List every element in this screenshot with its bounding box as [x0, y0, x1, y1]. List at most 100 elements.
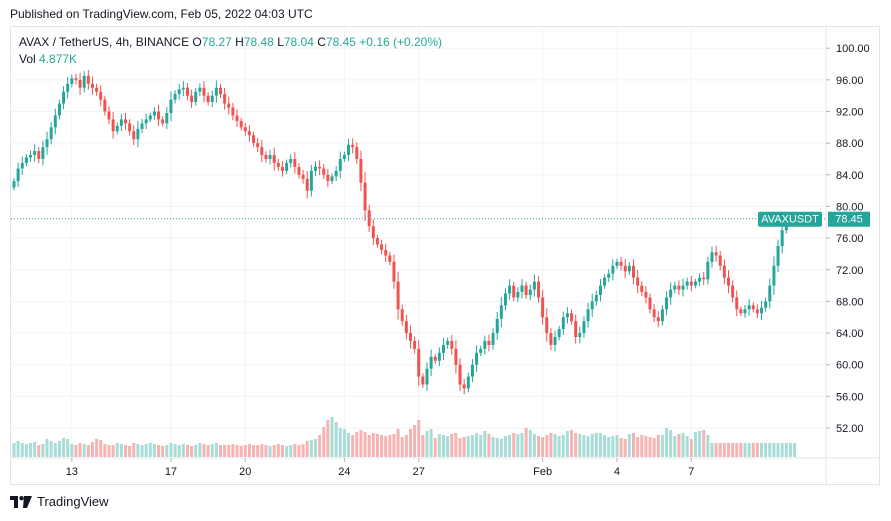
- candle-body: [652, 309, 656, 318]
- x-tick-label: 17: [165, 466, 177, 478]
- volume-bar: [16, 441, 20, 457]
- volume-bar: [148, 443, 152, 457]
- volume-bar: [351, 435, 355, 457]
- candle-body: [437, 352, 441, 361]
- volume-bar: [693, 432, 697, 457]
- volume-bar: [185, 445, 189, 457]
- volume-bar: [446, 436, 450, 457]
- volume-bar: [689, 439, 693, 457]
- candle-body: [124, 119, 128, 124]
- volume-bar: [726, 443, 730, 457]
- volume-bar: [524, 428, 528, 457]
- candle-body: [755, 309, 759, 314]
- legend-h-label: H: [235, 35, 244, 49]
- candle-body: [475, 352, 479, 365]
- volume-bar: [698, 431, 702, 457]
- candle-body: [276, 162, 280, 167]
- candle-body: [636, 277, 640, 286]
- volume-bar: [103, 444, 107, 457]
- y-tick-label: 56.00: [836, 391, 864, 403]
- volume-bar: [669, 430, 673, 457]
- volume-bar: [553, 434, 557, 457]
- volume-bar: [640, 435, 644, 457]
- candle-body: [210, 95, 214, 103]
- volume-bar: [586, 436, 590, 457]
- candle-body: [380, 244, 384, 250]
- candle-body: [557, 329, 561, 338]
- candle-body: [322, 168, 326, 175]
- volume-bar: [260, 444, 264, 457]
- candle-body: [396, 281, 400, 310]
- candle-body: [363, 182, 367, 211]
- y-tick-label: 92.00: [836, 107, 864, 119]
- candle-body: [338, 158, 342, 171]
- candle-body: [37, 151, 41, 159]
- candle-body: [479, 348, 483, 353]
- candle-body: [119, 119, 123, 126]
- volume-bar: [636, 437, 640, 457]
- candle-body: [173, 94, 177, 100]
- candle-body: [280, 166, 284, 171]
- volume-bar: [33, 442, 37, 457]
- volume-bar: [532, 434, 536, 457]
- candle-body: [726, 277, 730, 286]
- candle-body: [611, 265, 615, 274]
- volume-bar: [239, 446, 243, 457]
- candle-body: [256, 143, 260, 148]
- candle-body: [297, 166, 301, 175]
- candle-body: [718, 255, 722, 266]
- candle-body: [53, 115, 57, 128]
- volume-bar: [557, 436, 561, 457]
- legend: AVAX / TetherUS, 4h, BINANCE O78.27 H78.…: [19, 34, 442, 68]
- candle-body: [499, 305, 503, 319]
- candle-body: [12, 181, 16, 188]
- candle-body: [731, 285, 735, 298]
- candle-body: [388, 255, 392, 262]
- volume-bar: [227, 445, 231, 457]
- volume-bar: [157, 445, 161, 457]
- volume-bar: [128, 446, 132, 457]
- volume-bar: [714, 443, 718, 457]
- volume-bars: [12, 417, 797, 457]
- volume-bar: [627, 434, 631, 457]
- volume-bar: [74, 445, 78, 457]
- price-axis: 100.00 96.00 92.00 88.00 84.00 80.00 76.00 72.0…: [826, 43, 870, 435]
- volume-bar: [190, 446, 194, 457]
- volume-bar: [107, 445, 111, 457]
- candle-body: [157, 111, 161, 120]
- legend-o-label: O: [192, 35, 202, 49]
- candle-body: [648, 297, 652, 310]
- volume-bar: [656, 435, 660, 457]
- candle-body: [318, 166, 322, 169]
- candle-body: [677, 285, 681, 290]
- candle-body: [458, 364, 462, 385]
- volume-bar: [95, 439, 99, 457]
- volume-bar: [78, 443, 82, 457]
- volume-bar: [413, 425, 417, 457]
- price-tag-symbol-box: [758, 211, 822, 227]
- volume-bar: [152, 444, 156, 457]
- candle-body: [512, 285, 516, 298]
- volume-bar: [545, 435, 549, 457]
- volume-bar: [499, 439, 503, 457]
- legend-h-value: 78.48: [243, 35, 274, 49]
- y-tick-label: 80.00: [836, 201, 864, 213]
- volume-bar: [305, 441, 309, 457]
- volume-bar: [161, 446, 165, 457]
- volume-bar: [681, 433, 685, 457]
- candle-body: [528, 289, 532, 296]
- volume-bar: [570, 430, 574, 457]
- candle-body: [136, 128, 140, 140]
- candle-body: [355, 147, 359, 159]
- candle-body: [537, 281, 541, 298]
- volume-bar: [598, 433, 602, 457]
- volume-bar: [132, 443, 136, 457]
- volume-bar: [751, 443, 755, 457]
- price-tag-value-box: [828, 211, 870, 227]
- candle-body: [252, 135, 256, 144]
- candle-body: [483, 340, 487, 349]
- time-axis: 13 17 20 24 27 Feb 4 7: [66, 458, 694, 478]
- volume-bar: [140, 445, 144, 457]
- volume-bar: [442, 435, 446, 457]
